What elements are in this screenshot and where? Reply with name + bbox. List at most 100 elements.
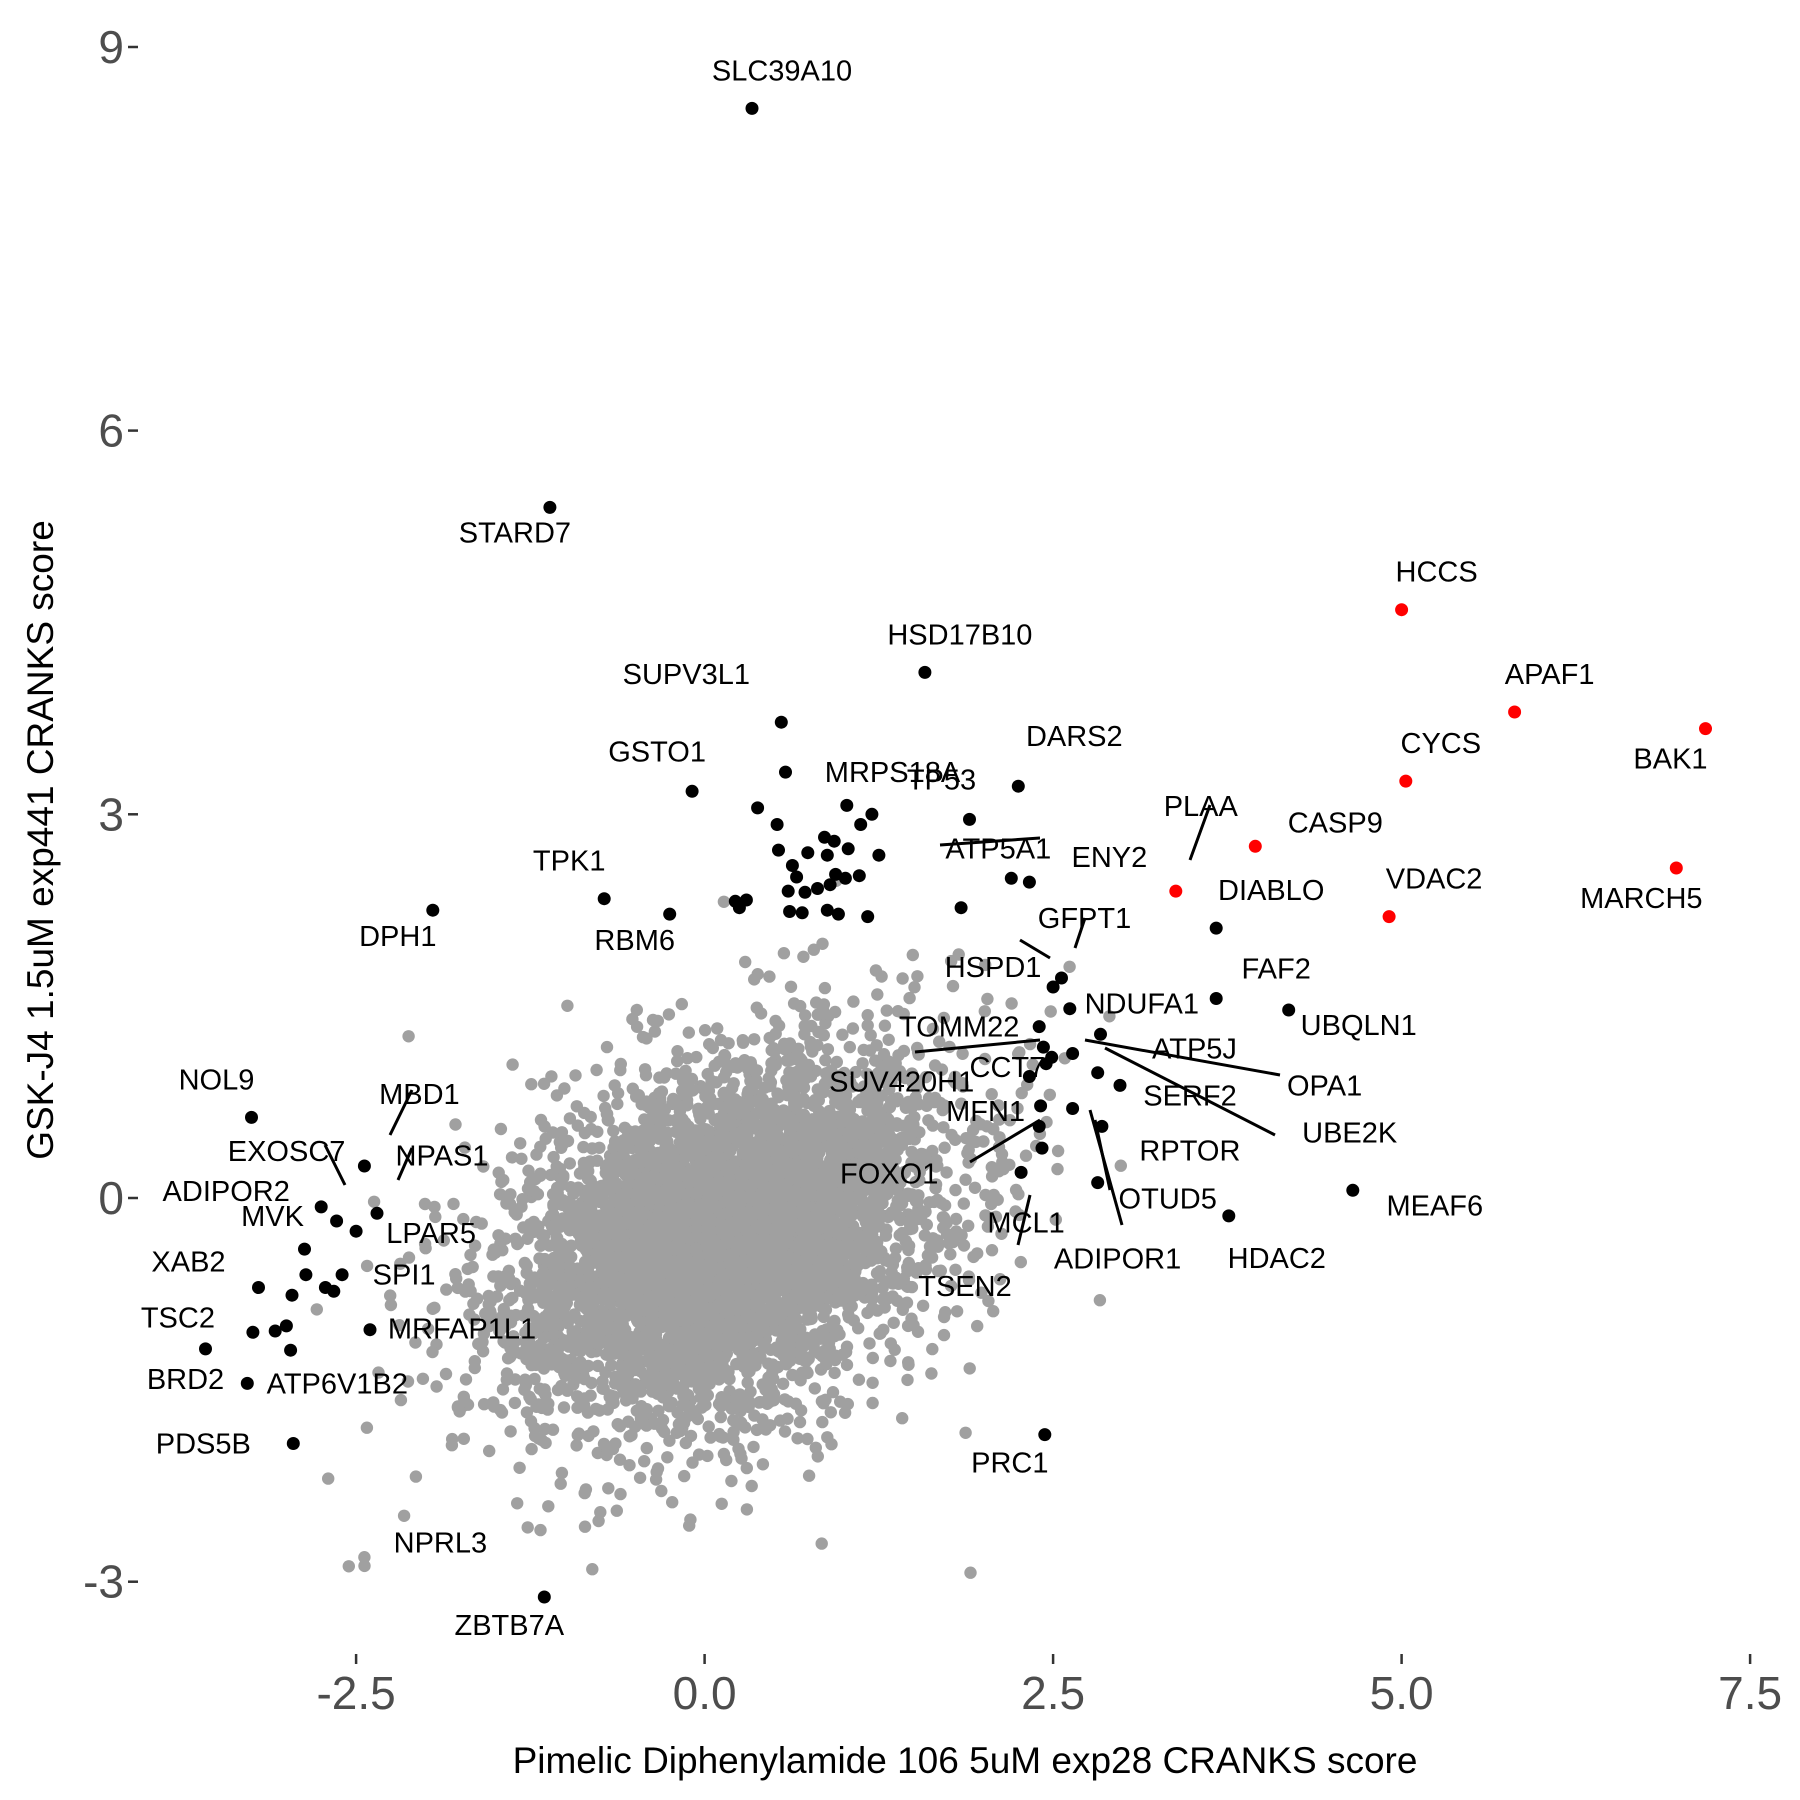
- background-point: [816, 1415, 829, 1429]
- background-point: [698, 1023, 712, 1037]
- background-point: [781, 1088, 794, 1102]
- background-point: [866, 1351, 879, 1365]
- background-point: [891, 1194, 904, 1207]
- background-point: [484, 1307, 497, 1320]
- background-point: [506, 1058, 519, 1071]
- background-point: [903, 991, 916, 1005]
- background-point: [714, 1273, 727, 1286]
- background-point: [906, 948, 919, 962]
- background-point: [978, 1052, 992, 1066]
- background-point: [715, 1391, 728, 1404]
- background-point: [497, 1173, 510, 1187]
- background-point: [701, 1248, 715, 1261]
- background-point: [714, 1033, 728, 1047]
- background-point: [791, 1432, 804, 1445]
- background-point: [682, 1268, 695, 1281]
- background-point: [816, 937, 829, 950]
- background-point: [798, 1009, 812, 1022]
- background-point: [682, 1026, 695, 1039]
- background-point: [703, 1377, 716, 1391]
- background-point: [778, 1425, 792, 1438]
- background-point: [635, 1400, 648, 1413]
- background-point: [740, 1060, 753, 1073]
- background-point: [671, 1054, 684, 1068]
- background-point: [964, 1566, 977, 1579]
- background-point: [926, 1022, 940, 1036]
- background-point: [426, 1302, 439, 1316]
- background-point: [464, 1248, 477, 1262]
- background-point: [522, 1164, 535, 1177]
- background-point: [610, 1284, 624, 1297]
- background-point: [565, 1250, 578, 1264]
- background-point: [896, 1412, 909, 1425]
- background-point: [901, 1187, 915, 1200]
- background-point: [661, 1451, 674, 1464]
- background-point: [571, 1119, 584, 1132]
- background-point: [577, 1140, 590, 1154]
- background-point: [944, 1279, 958, 1293]
- background-point: [952, 948, 965, 961]
- background-point: [780, 1267, 794, 1280]
- background-point: [875, 1060, 888, 1074]
- background-point: [358, 1559, 371, 1573]
- background-point: [832, 1133, 845, 1147]
- background-point: [822, 1204, 835, 1217]
- background-point: [614, 1487, 627, 1501]
- background-point: [740, 1461, 753, 1475]
- background-point: [912, 1189, 925, 1202]
- background-point: [863, 1123, 876, 1136]
- background-point: [963, 1362, 976, 1375]
- background-point: [682, 1177, 696, 1190]
- background-point: [629, 1378, 642, 1391]
- background-point: [655, 1484, 668, 1498]
- background-point: [607, 1390, 620, 1403]
- background-point: [602, 1482, 615, 1495]
- background-point: [580, 1230, 594, 1243]
- background-point: [760, 1325, 773, 1339]
- background-point: [620, 1349, 633, 1362]
- background-point: [910, 1207, 923, 1221]
- background-point: [880, 1004, 893, 1017]
- background-point: [723, 1372, 736, 1386]
- background-point: [801, 1131, 814, 1145]
- background-point: [734, 1177, 747, 1190]
- background-point: [1013, 1208, 1026, 1222]
- background-point: [1051, 1162, 1064, 1176]
- background-point: [811, 1450, 824, 1463]
- background-point: [516, 1193, 529, 1206]
- background-point: [786, 1368, 799, 1382]
- background-point: [773, 1176, 786, 1189]
- background-point: [807, 1099, 820, 1112]
- background-point: [778, 1163, 792, 1176]
- background-point: [610, 1504, 623, 1517]
- background-point: [674, 1254, 687, 1267]
- background-point: [659, 1211, 673, 1224]
- background-point: [856, 1057, 869, 1070]
- background-point: [753, 1302, 767, 1315]
- background-point: [633, 1471, 647, 1485]
- background-point: [872, 1160, 885, 1173]
- background-point: [931, 1234, 944, 1247]
- background-point: [929, 1182, 942, 1195]
- background-point: [625, 1162, 638, 1175]
- background-point: [985, 1088, 998, 1101]
- background-point: [825, 1064, 838, 1077]
- background-point: [851, 1284, 865, 1297]
- background-point: [780, 1236, 793, 1249]
- background-point: [891, 1005, 905, 1018]
- background-point: [862, 1225, 875, 1238]
- background-point: [672, 1418, 686, 1431]
- background-point: [555, 1126, 569, 1139]
- background-point: [919, 1070, 933, 1084]
- background-point: [648, 1025, 662, 1038]
- background-point: [670, 1305, 684, 1318]
- background-point: [468, 1361, 481, 1375]
- background-point: [788, 1100, 801, 1113]
- background-point: [628, 1219, 642, 1232]
- background-point: [457, 1212, 470, 1226]
- background-point: [955, 1097, 968, 1110]
- background-point: [494, 1122, 508, 1136]
- background-point: [584, 1389, 597, 1402]
- background-point: [717, 1447, 731, 1461]
- background-point: [587, 1425, 600, 1438]
